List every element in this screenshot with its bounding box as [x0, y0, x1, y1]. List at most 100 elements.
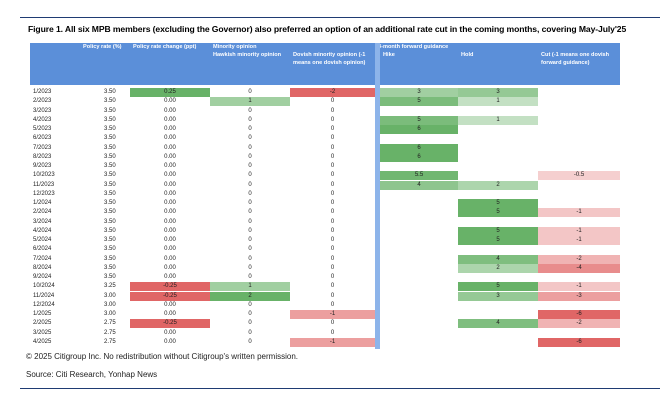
table-cell: 1	[458, 97, 538, 107]
table-cell: 0	[330, 274, 335, 280]
row-label: 3/2025	[33, 329, 52, 336]
row-label: 1/2025	[33, 311, 52, 317]
table-cell: 0.00	[164, 181, 176, 188]
table-cell: -0.25	[130, 291, 210, 301]
row-label: 3/2024	[33, 218, 52, 225]
table-cell: 0	[248, 200, 252, 206]
table-cell: -3	[538, 291, 620, 301]
table-cell: 0.00	[164, 107, 176, 114]
table-cell: 0	[248, 89, 252, 95]
row-label: 4/2023	[33, 116, 52, 123]
table-cell: 0.00	[164, 264, 176, 271]
row-label: 2/2023	[33, 98, 52, 105]
table-cell: 0	[330, 144, 335, 151]
table-cell: -1	[538, 236, 620, 245]
table-cell: 0.00	[164, 301, 176, 308]
table-cell: 0.00	[164, 135, 176, 142]
table-cell: 0.00	[164, 172, 176, 179]
table-cell: 0	[248, 209, 252, 216]
table-cell: 0	[330, 227, 335, 234]
table-cell: 5.5	[380, 171, 458, 181]
table-cell: 3	[380, 88, 458, 97]
table-cell: 3.50	[104, 89, 116, 95]
table-cell: -2	[290, 88, 375, 97]
table-cell: 3.50	[104, 237, 116, 243]
table-cell: 3.50	[104, 227, 116, 234]
table-cell: 0	[330, 153, 335, 160]
table-cell: 0.00	[164, 255, 176, 262]
row-label: 7/2023	[33, 144, 52, 151]
table-cell: 0	[248, 163, 252, 169]
row-label: 6/2024	[33, 246, 52, 253]
table-cell: 0.00	[164, 190, 176, 197]
table-cell: 3.50	[104, 218, 116, 225]
column-header: Dovish minority opinion (-1 means one do…	[293, 52, 366, 66]
table-cell: 5	[458, 226, 538, 236]
table-cell: 0.00	[164, 200, 176, 206]
table-cell: -1	[538, 226, 620, 236]
table-cell: 0.00	[164, 237, 176, 243]
row-label: 8/2024	[33, 264, 52, 271]
table-cell: 0.00	[164, 144, 176, 151]
table-cell: 0.00	[164, 338, 176, 345]
table-cell: 3.00	[104, 311, 116, 317]
row-label: 7/2024	[33, 255, 52, 262]
table-cell: 0	[330, 209, 335, 216]
table-cell: 3.50	[104, 264, 116, 271]
row-label: 8/2023	[33, 153, 52, 160]
table-cell: 0.00	[164, 218, 176, 225]
table-cell: 0	[248, 320, 252, 327]
row-label: 4/2024	[33, 227, 52, 234]
table-cell: 0	[248, 246, 252, 253]
table-cell: 3.50	[104, 255, 116, 262]
table-cell: 4	[458, 254, 538, 264]
table-cell: 0	[330, 107, 335, 114]
table-cell: 3.50	[104, 209, 116, 216]
table-cell: 2.75	[104, 320, 116, 327]
table-cell: 0	[248, 218, 252, 225]
table-cell: 3.25	[104, 283, 116, 290]
table-cell: 3.00	[104, 301, 116, 308]
table-cell: 2.75	[104, 338, 116, 345]
table-cell: 1	[210, 97, 290, 107]
group-header: Minority opinion	[213, 44, 257, 50]
table-cell: -2	[538, 254, 620, 264]
table-cell: 0	[330, 163, 335, 169]
table-cell: 3.50	[104, 181, 116, 188]
row-label: 4/2025	[33, 338, 52, 345]
table-cell: 0	[248, 181, 252, 188]
table-cell: 1	[210, 282, 290, 292]
table-cell: 0	[330, 181, 335, 188]
table-cell: 0	[330, 320, 335, 327]
table-cell: 6	[380, 125, 458, 134]
table-cell: 4	[458, 319, 538, 329]
column-header: Policy rate change (ppt)	[133, 44, 197, 50]
table-cell: 0.00	[164, 98, 176, 105]
row-label: 10/2024	[33, 283, 55, 290]
table-cell: 3.50	[104, 116, 116, 123]
table-cell: -4	[538, 263, 620, 273]
table-cell: 0	[330, 126, 335, 132]
table-cell: 0	[248, 301, 252, 308]
table-cell: 3	[458, 291, 538, 301]
table-cell: 0	[248, 126, 252, 132]
table-cell: 2	[210, 291, 290, 301]
table-cell: 0	[248, 274, 252, 280]
table-cell: 3.50	[104, 98, 116, 105]
table-cell: 2	[458, 263, 538, 273]
table-cell: 0	[248, 264, 252, 271]
table-cell: 0.00	[164, 116, 176, 123]
table-cell: 3.50	[104, 144, 116, 151]
table-cell: 0	[248, 116, 252, 123]
row-label: 11/2024	[33, 292, 55, 299]
table-cell: 3.50	[104, 163, 116, 169]
table-cell: 0	[330, 264, 335, 271]
table-cell: 0.00	[164, 126, 176, 132]
table-cell: 0	[330, 135, 335, 142]
table-cell: 0	[248, 172, 252, 179]
table-cell: 0.00	[164, 227, 176, 234]
table-cell: 2.75	[104, 329, 116, 336]
table-cell: 5	[458, 236, 538, 245]
table-cell: 3.50	[104, 107, 116, 114]
table-cell: 3.50	[104, 200, 116, 206]
